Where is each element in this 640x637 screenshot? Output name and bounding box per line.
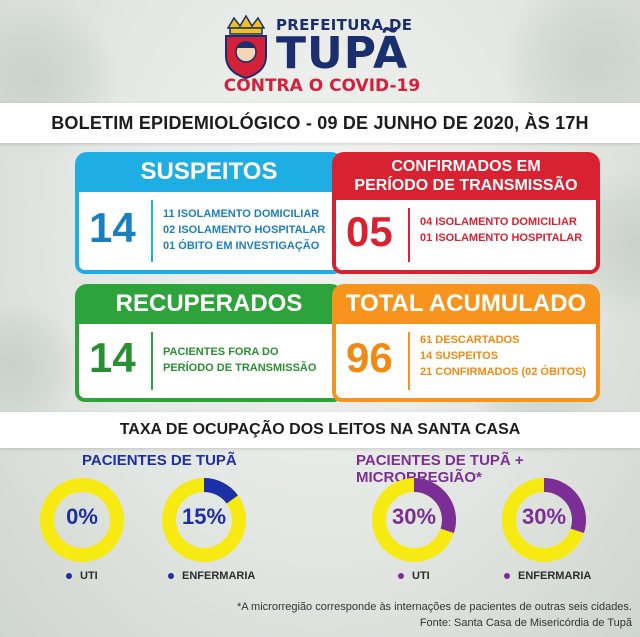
card-title-line: CONFIRMADOS EM xyxy=(391,158,541,175)
city-name: TUPÃ xyxy=(276,28,409,79)
group-title-microrregiao: PACIENTES DE TUPÃ + MICRORREGIÃO* xyxy=(356,452,524,486)
donut-tupa-enfermaria: 15% xyxy=(160,476,248,564)
card-divider xyxy=(151,200,153,262)
city-crest-icon xyxy=(225,14,267,80)
legend-dot xyxy=(398,573,404,579)
footnote-microrregiao: *A microrregião corresponde às internaçõ… xyxy=(236,601,632,613)
card-number: 14 xyxy=(89,204,136,251)
card-number: 96 xyxy=(346,334,393,381)
card-confirmados: CONFIRMADOS EM PERÍODO DE TRANSMISSÃO 05… xyxy=(332,152,600,274)
card-title-line: PERÍODO DE TRANSMISSÃO xyxy=(354,177,578,194)
detail-line: PACIENTES FORA DO xyxy=(163,346,279,358)
card-body: 14 PACIENTES FORA DO PERÍODO DE TRANSMIS… xyxy=(75,324,343,402)
virus-decoration xyxy=(0,300,80,430)
campaign-label: CONTRA O COVID-19 xyxy=(223,76,421,96)
card-title: RECUPERADOS xyxy=(75,284,343,324)
legend-dot xyxy=(66,573,72,579)
card-suspeitos: SUSPEITOS 14 11 ISOLAMENTO DOMICILIAR 02… xyxy=(75,152,343,274)
legend-tupa-enfermaria: ENFERMARIA xyxy=(168,570,255,582)
donut-ring xyxy=(40,478,124,562)
detail-line: 61 DESCARTADOS xyxy=(420,334,520,346)
card-divider xyxy=(151,332,153,390)
detail-line: 04 ISOLAMENTO DOMICILIAR xyxy=(420,216,577,228)
card-body: 96 61 DESCARTADOS 14 SUSPEITOS 21 CONFIR… xyxy=(332,324,600,402)
card-divider xyxy=(408,208,410,262)
footnote-source: Fonte: Santa Casa de Misericórdia de Tup… xyxy=(419,617,632,629)
bulletin-bar: BOLETIM EPIDEMIOLÓGICO - 09 DE JUNHO DE … xyxy=(0,103,640,143)
donut-arc xyxy=(413,478,456,533)
legend-label: ENFERMARIA xyxy=(518,570,592,582)
donut-value: 15% xyxy=(181,504,227,529)
legend-micro-uti: UTI xyxy=(398,570,430,582)
donut-chart xyxy=(502,478,586,562)
card-title: CONFIRMADOS EM PERÍODO DE TRANSMISSÃO xyxy=(332,152,600,200)
donut-tupa-uti: 0% xyxy=(38,476,126,564)
card-body: 05 04 ISOLAMENTO DOMICILIAR 01 ISOLAMENT… xyxy=(332,200,600,274)
card-divider xyxy=(408,332,410,390)
donut-micro-uti: 30% xyxy=(370,476,458,564)
donut-micro-enfermaria: 30% xyxy=(500,476,588,564)
donut-value: 30% xyxy=(391,504,437,529)
card-number: 05 xyxy=(346,208,393,255)
legend-dot xyxy=(168,573,174,579)
legend-label: UTI xyxy=(80,570,98,582)
detail-line: PERÍODO DE TRANSMISSÃO xyxy=(163,362,317,374)
card-details: 61 DESCARTADOS 14 SUSPEITOS 21 CONFIRMAD… xyxy=(420,332,586,380)
card-recuperados: RECUPERADOS 14 PACIENTES FORA DO PERÍODO… xyxy=(75,284,343,402)
card-total-acumulado: TOTAL ACUMULADO 96 61 DESCARTADOS 14 SUS… xyxy=(332,284,600,402)
occupancy-bar: TAXA DE OCUPAÇÃO DOS LEITOS NA SANTA CAS… xyxy=(0,412,640,448)
donut-value: 30% xyxy=(521,504,567,529)
occupancy-title: TAXA DE OCUPAÇÃO DOS LEITOS NA SANTA CAS… xyxy=(119,421,521,438)
card-number: 14 xyxy=(89,334,136,381)
prefeitura-label: PREFEITURA DE xyxy=(276,16,413,34)
bulletin-title: BOLETIM EPIDEMIOLÓGICO - 09 DE JUNHO DE … xyxy=(51,112,589,133)
donut-chart xyxy=(372,478,456,562)
detail-line: 02 ISOLAMENTO HOSPITALAR xyxy=(163,224,326,236)
donut-chart xyxy=(162,478,246,562)
detail-line: 14 SUSPEITOS xyxy=(420,350,499,362)
card-details: 11 ISOLAMENTO DOMICILIAR 02 ISOLAMENTO H… xyxy=(163,206,325,254)
legend-dot xyxy=(504,573,510,579)
detail-line: 21 CONFIRMADOS (02 ÓBITOS) xyxy=(420,366,587,378)
donut-chart xyxy=(40,478,124,562)
detail-line: 11 ISOLAMENTO DOMICILIAR xyxy=(163,208,320,220)
donut-arc xyxy=(543,478,586,533)
legend-label: ENFERMARIA xyxy=(182,570,256,582)
group-title-tupa: PACIENTES DE TUPÃ xyxy=(82,452,237,469)
donut-arc xyxy=(203,478,238,504)
legend-label: UTI xyxy=(412,570,430,582)
header: PREFEITURA DE TUPÃ CONTRA O COVID-19 xyxy=(0,8,640,100)
legend-tupa-uti: UTI xyxy=(66,570,98,582)
card-details: 04 ISOLAMENTO DOMICILIAR 01 ISOLAMENTO H… xyxy=(420,214,582,246)
detail-line: 01 ISOLAMENTO HOSPITALAR xyxy=(420,232,583,244)
card-title: TOTAL ACUMULADO xyxy=(332,284,600,324)
card-body: 14 11 ISOLAMENTO DOMICILIAR 02 ISOLAMENT… xyxy=(75,192,343,274)
donut-value: 0% xyxy=(66,504,98,529)
detail-line: 01 ÓBITO EM INVESTIGAÇÃO xyxy=(163,240,320,252)
card-details: PACIENTES FORA DO PERÍODO DE TRANSMISSÃO xyxy=(163,344,316,376)
legend-micro-enfermaria: ENFERMARIA xyxy=(504,570,591,582)
card-title: SUSPEITOS xyxy=(75,152,343,192)
